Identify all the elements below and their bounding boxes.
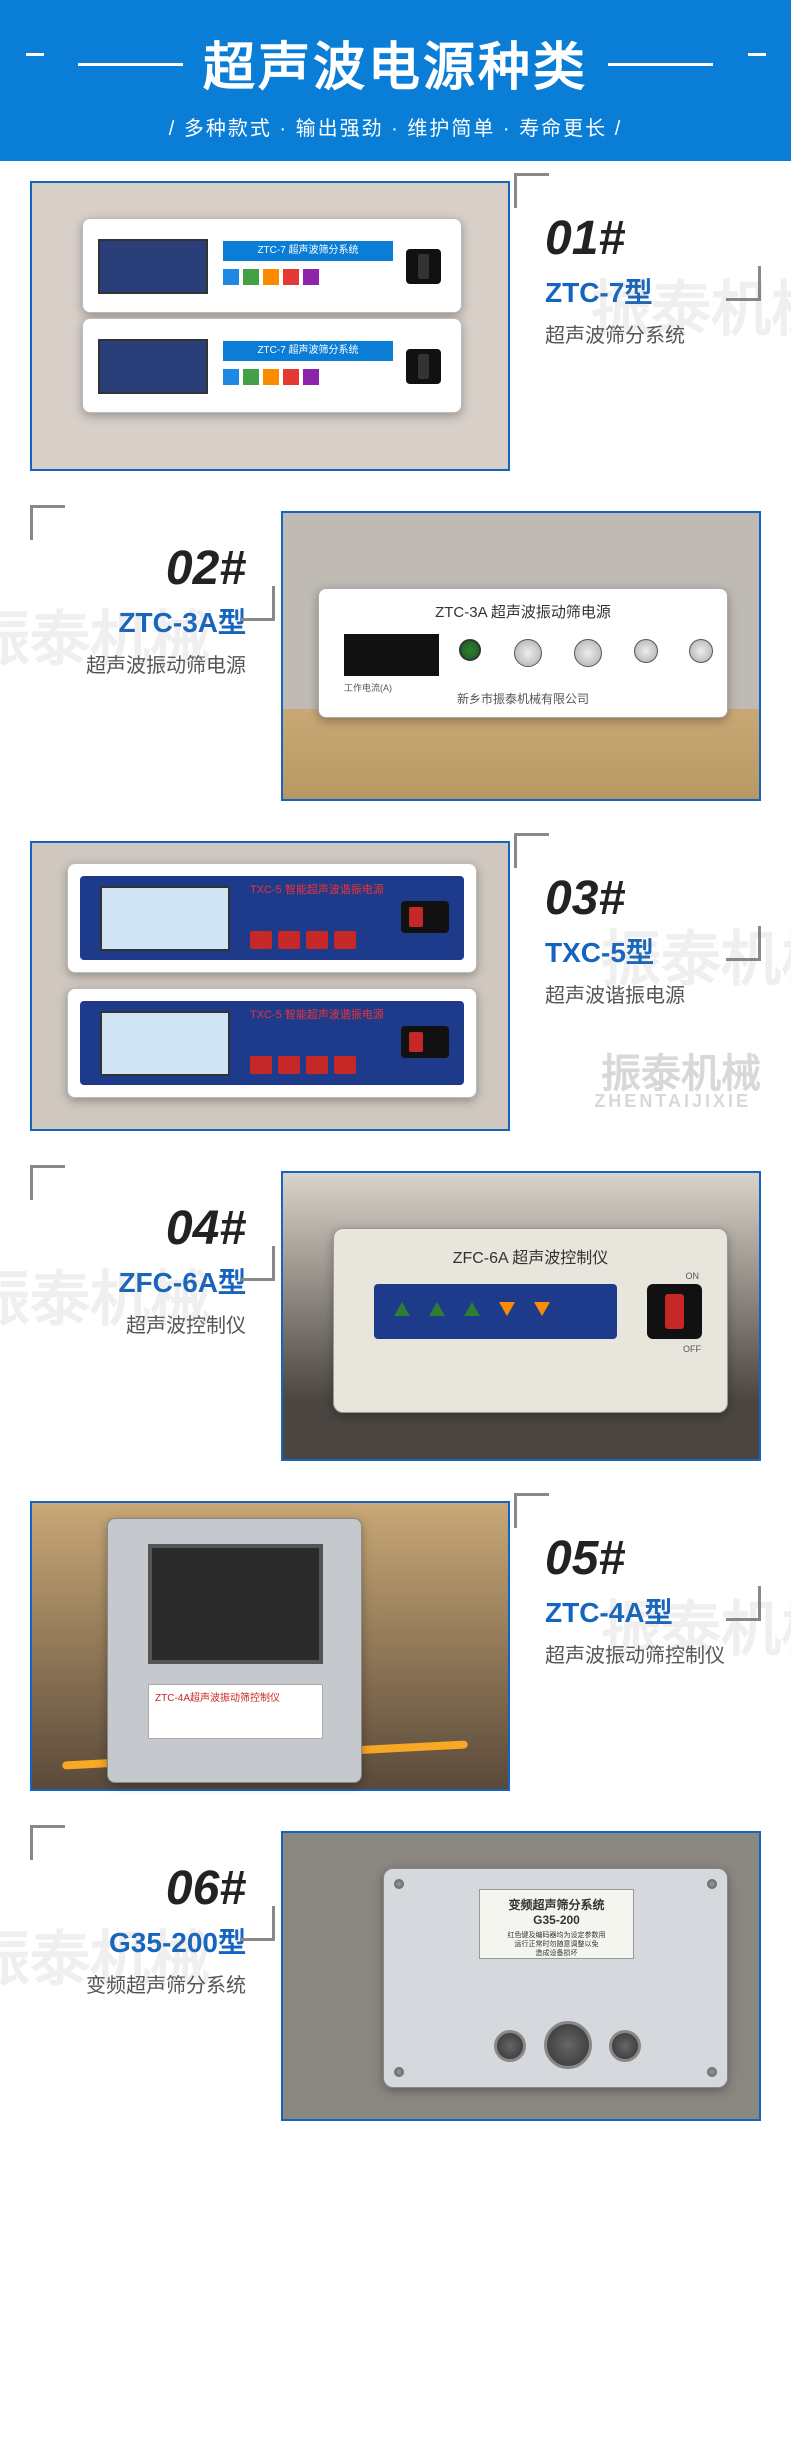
product-image-1: ZTC-7 超声波筛分系统 ZTC-7 超声波筛分系统 bbox=[30, 181, 510, 471]
knob-icon bbox=[574, 639, 602, 667]
power-switch-icon bbox=[647, 1284, 702, 1339]
connector-icon bbox=[494, 2030, 526, 2062]
digital-display bbox=[344, 634, 439, 676]
header-banner: 超声波电源种类 / 多种款式 · 输出强劲 · 维护简单 · 寿命更长 / bbox=[0, 0, 791, 161]
product-image-4: ZFC-6A 超声波控制仪 ON OFF bbox=[281, 1171, 761, 1461]
device-g35-200: 变频超声筛分系统 G35-200 红色键及编码器均为设定参数用运行正常时勿随意调… bbox=[383, 1868, 728, 2088]
power-switch-icon bbox=[406, 349, 441, 384]
product-row-2: ZTC-3A 超声波振动筛电源 新乡市振泰机械有限公司 工作电流(A) 02# … bbox=[0, 491, 791, 821]
power-switch-icon bbox=[406, 249, 441, 284]
product-image-5: ZTC-4A超声波振动筛控制仪 bbox=[30, 1501, 510, 1791]
product-model: G35-200型 bbox=[109, 1921, 246, 1961]
product-model: ZFC-6A型 bbox=[118, 1261, 246, 1301]
header-subtitle: / 多种款式 · 输出强劲 · 维护简单 · 寿命更长 / bbox=[0, 112, 791, 141]
product-text-2: 02# ZTC-3A型 超声波振动筛电源 bbox=[30, 511, 281, 801]
product-row-1: ZTC-7 超声波筛分系统 ZTC-7 超声波筛分系统 01# ZTC-7型 超… bbox=[0, 161, 791, 491]
device-txc5-upper: TXC-5 智能超声波谐振电源 bbox=[67, 863, 477, 973]
product-desc: 超声波控制仪 bbox=[126, 1309, 246, 1338]
knob-icon bbox=[689, 639, 713, 663]
header-title: 超声波电源种类 bbox=[203, 25, 588, 100]
product-text-6: 06# G35-200型 变频超声筛分系统 bbox=[30, 1831, 281, 2121]
product-number: 01# bbox=[545, 211, 761, 266]
device-ztc7-lower: ZTC-7 超声波筛分系统 bbox=[82, 318, 462, 413]
product-number: 05# bbox=[545, 1531, 761, 1586]
product-number: 06# bbox=[166, 1861, 246, 1916]
product-desc: 超声波振动筛控制仪 bbox=[545, 1639, 761, 1668]
product-image-6: 变频超声筛分系统 G35-200 红色键及编码器均为设定参数用运行正常时勿随意调… bbox=[281, 1831, 761, 2121]
device-zfc6a: ZFC-6A 超声波控制仪 ON OFF bbox=[333, 1228, 728, 1413]
device-ztc3a: ZTC-3A 超声波振动筛电源 新乡市振泰机械有限公司 工作电流(A) bbox=[318, 588, 728, 718]
product-desc: 超声波振动筛电源 bbox=[86, 649, 246, 678]
product-model: ZTC-3A型 bbox=[118, 601, 246, 641]
product-text-5: 05# ZTC-4A型 超声波振动筛控制仪 bbox=[510, 1501, 761, 1791]
run-led-icon bbox=[459, 639, 481, 661]
product-number: 02# bbox=[166, 541, 246, 596]
product-number: 03# bbox=[545, 871, 761, 926]
product-row-5: ZTC-4A超声波振动筛控制仪 05# ZTC-4A型 超声波振动筛控制仪 振泰… bbox=[0, 1481, 791, 1811]
device-txc5-lower: TXC-5 智能超声波谐振电源 bbox=[67, 988, 477, 1098]
product-row-3: TXC-5 智能超声波谐振电源 TXC-5 智能超声波谐振电源 03# TXC-… bbox=[0, 821, 791, 1151]
product-image-2: ZTC-3A 超声波振动筛电源 新乡市振泰机械有限公司 工作电流(A) bbox=[281, 511, 761, 801]
device-ztc4a: ZTC-4A超声波振动筛控制仪 bbox=[107, 1518, 362, 1783]
product-text-1: 01# ZTC-7型 超声波筛分系统 bbox=[510, 181, 761, 471]
connector-icon bbox=[544, 2021, 592, 2069]
product-row-4: ZFC-6A 超声波控制仪 ON OFF 04# ZFC-6A型 超声波控制仪 … bbox=[0, 1151, 791, 1481]
device-ztc7-upper: ZTC-7 超声波筛分系统 bbox=[82, 218, 462, 313]
product-desc: 变频超声筛分系统 bbox=[86, 1969, 246, 1998]
power-switch-icon bbox=[401, 901, 449, 933]
knob-icon bbox=[514, 639, 542, 667]
knob-icon bbox=[634, 639, 658, 663]
power-switch-icon bbox=[401, 1026, 449, 1058]
product-desc: 超声波谐振电源 bbox=[545, 979, 761, 1008]
product-text-4: 04# ZFC-6A型 超声波控制仪 bbox=[30, 1171, 281, 1461]
connector-icon bbox=[609, 2030, 641, 2062]
product-text-3: 03# TXC-5型 超声波谐振电源 bbox=[510, 841, 761, 1131]
product-number: 04# bbox=[166, 1201, 246, 1256]
product-row-6: 变频超声筛分系统 G35-200 红色键及编码器均为设定参数用运行正常时勿随意调… bbox=[0, 1811, 791, 2141]
product-desc: 超声波筛分系统 bbox=[545, 319, 761, 348]
product-image-3: TXC-5 智能超声波谐振电源 TXC-5 智能超声波谐振电源 bbox=[30, 841, 510, 1131]
